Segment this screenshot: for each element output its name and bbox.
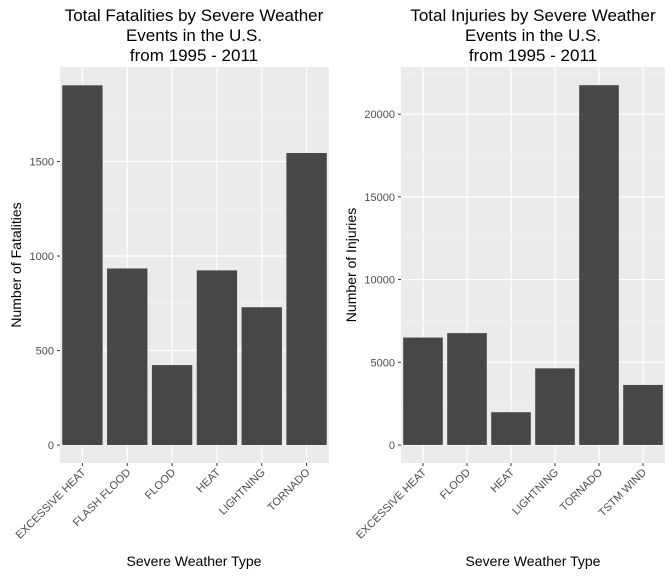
fatalities-xtick-label: HEAT [194, 466, 223, 495]
fatalities-ytick-label: 0 [48, 440, 54, 452]
fatalities-bar [196, 270, 238, 446]
injuries-ytick-label: 20000 [364, 109, 395, 121]
fatalities-xtick-label: FLOOD [143, 467, 178, 502]
fatalities-y-axis-title: Number of Fatalities [8, 202, 24, 327]
injuries-panel-background [401, 67, 665, 463]
injuries-ytick-label: 0 [389, 440, 395, 452]
fatalities-x-axis-title: Severe Weather Type [127, 553, 262, 569]
fatalities-ytick-label: 1500 [30, 157, 54, 169]
injuries-bar [535, 368, 575, 445]
fatalities-ytick-label: 1000 [30, 251, 54, 263]
injuries-bar [447, 333, 487, 445]
injuries-chart-title: from 1995 - 2011 [469, 46, 597, 65]
injuries-xtick-label: HEAT [488, 466, 517, 495]
fatalities-bar [286, 153, 327, 446]
injuries-x-axis-title: Severe Weather Type [466, 553, 601, 569]
fatalities-bar [241, 307, 282, 446]
injuries-ytick-label: 15000 [364, 192, 395, 204]
fatalities-bar [151, 365, 193, 446]
injuries-xtick-label: FLOOD [438, 467, 473, 502]
fatalities-chart-title: Total Fatalities by Severe Weather [65, 6, 324, 25]
fatalities-xtick-label: TORNADO [265, 466, 313, 514]
fatalities-chart-title: Events in the U.S. [126, 26, 262, 45]
injuries-bar [579, 85, 619, 445]
injuries-chart-title: Events in the U.S. [465, 26, 601, 45]
injuries-y-axis-title: Number of Injuries [343, 208, 359, 322]
fatalities-panel-background [60, 67, 329, 463]
injuries-chart: 0 5000 10000 15000 20000 EXCESSIVE HEAT FLOOD H… [343, 6, 665, 569]
injuries-bar [403, 337, 443, 445]
injuries-xtick-label: TORNADO [558, 466, 606, 514]
injuries-xtick-label: LIGHTNING [510, 467, 561, 518]
fatalities-bar [107, 268, 148, 446]
injuries-ytick-label: 5000 [371, 357, 395, 369]
injuries-ytick-label: 10000 [364, 275, 395, 287]
injuries-xtick-label: EXCESSIVE HEAT [354, 466, 429, 541]
injuries-bar [491, 412, 531, 445]
fatalities-bar [62, 85, 103, 446]
injuries-chart-title: Total Injuries by Severe Weather [410, 6, 656, 25]
fatalities-chart-title: from 1995 - 2011 [130, 46, 258, 65]
injuries-bar [623, 384, 663, 445]
fatalities-ytick-label: 500 [36, 346, 54, 358]
fatalities-xtick-label: LIGHTNING [217, 467, 268, 518]
fatalities-xtick-label: EXCESSIVE HEAT [14, 466, 89, 541]
